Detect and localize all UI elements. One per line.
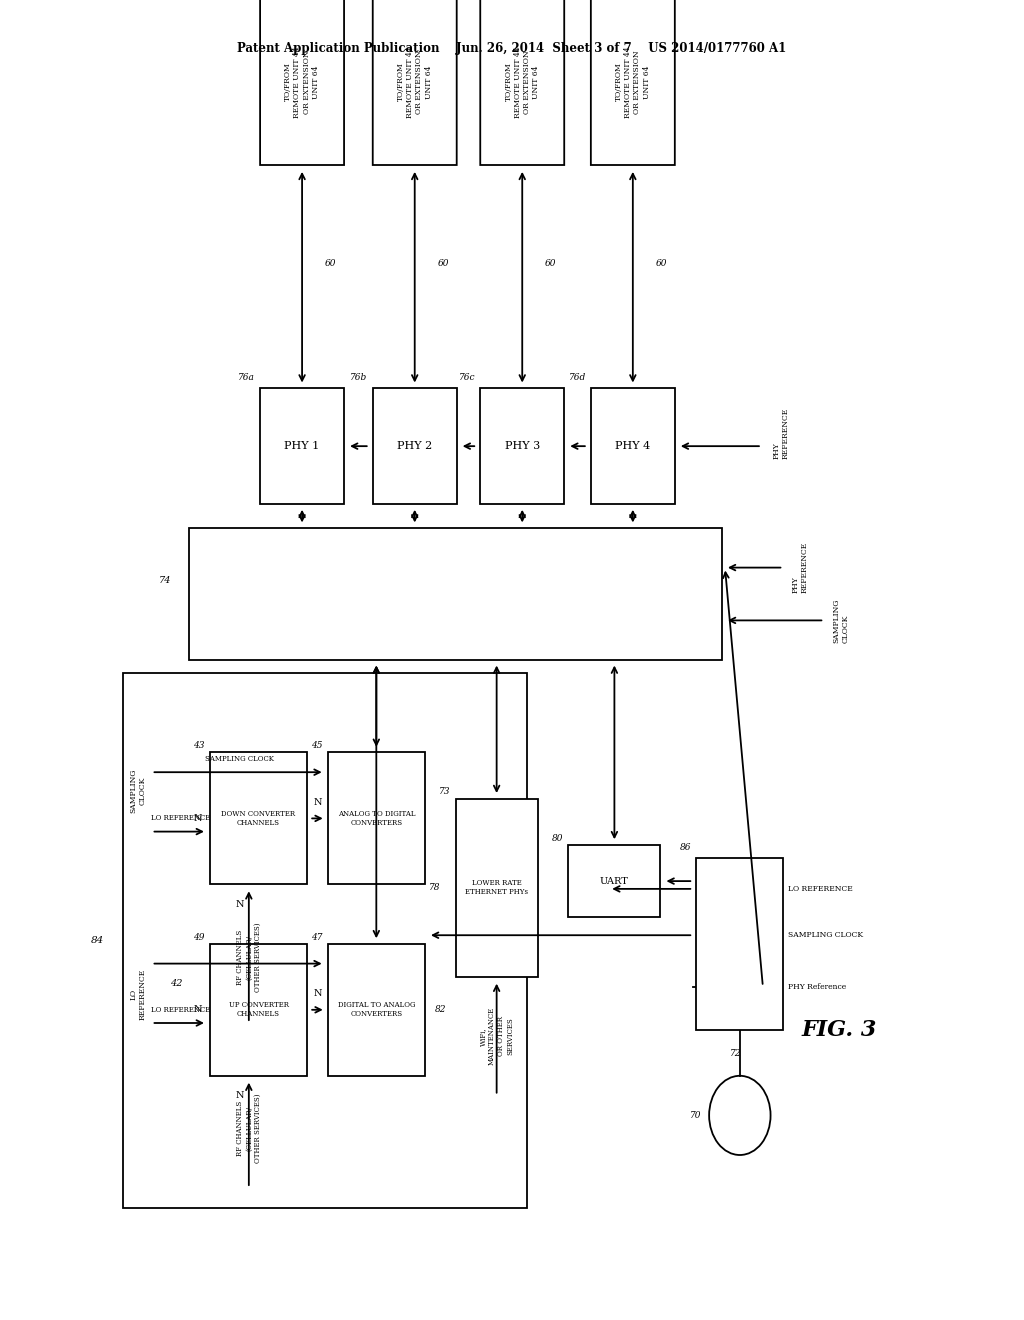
Text: N: N (236, 1092, 244, 1100)
Bar (328, 944, 425, 1076)
Text: 76a: 76a (239, 374, 255, 381)
Bar (210, 944, 307, 1076)
Text: SAMPLING CLOCK: SAMPLING CLOCK (205, 755, 274, 763)
Bar (123, 673, 527, 1208)
Bar (373, 388, 457, 504)
Polygon shape (373, 0, 457, 165)
Text: N: N (194, 1006, 202, 1014)
Bar (260, 388, 344, 504)
Text: TO/FROM
REMOTE UNIT 44
OR EXTENSION
UNIT 64: TO/FROM REMOTE UNIT 44 OR EXTENSION UNIT… (285, 46, 319, 117)
Text: 76d: 76d (568, 374, 586, 381)
Bar (328, 752, 425, 884)
Text: 49: 49 (194, 933, 205, 941)
Text: 80: 80 (552, 834, 563, 842)
Text: WiFi,
MAINTENANCE
OR OTHER
SERVICES: WiFi, MAINTENANCE OR OTHER SERVICES (479, 1007, 514, 1065)
Text: UP CONVERTER
CHANNELS: UP CONVERTER CHANNELS (228, 1001, 289, 1019)
Text: PHY 1: PHY 1 (285, 441, 319, 451)
Text: LO REFERENCE: LO REFERENCE (152, 1006, 210, 1014)
Text: 60: 60 (325, 259, 336, 268)
Bar (210, 752, 307, 884)
Text: N: N (236, 900, 244, 908)
Text: 60: 60 (545, 259, 556, 268)
Text: PHY 4: PHY 4 (615, 441, 650, 451)
Text: 82: 82 (435, 1006, 446, 1014)
Text: ANALOG TO DIGITAL
CONVERTERS: ANALOG TO DIGITAL CONVERTERS (338, 809, 415, 828)
Text: SAMPLING CLOCK: SAMPLING CLOCK (788, 931, 863, 940)
Text: 60: 60 (437, 259, 449, 268)
Text: 60: 60 (655, 259, 667, 268)
Text: PHY Reference: PHY Reference (788, 982, 847, 991)
Bar (696, 858, 783, 1030)
Text: TO/FROM
REMOTE UNIT 44
OR EXTENSION
UNIT 64: TO/FROM REMOTE UNIT 44 OR EXTENSION UNIT… (615, 46, 650, 117)
Bar (189, 528, 722, 660)
Text: PHY 2: PHY 2 (397, 441, 432, 451)
Polygon shape (480, 0, 564, 165)
Text: 45: 45 (311, 742, 323, 750)
Text: PHY 3: PHY 3 (505, 441, 540, 451)
Text: N: N (194, 814, 202, 822)
Polygon shape (260, 0, 344, 165)
Text: LO REFERENCE: LO REFERENCE (152, 814, 210, 822)
Text: 76b: 76b (350, 374, 368, 381)
Text: TO/FROM
REMOTE UNIT 44
OR EXTENSION
UNIT 64: TO/FROM REMOTE UNIT 44 OR EXTENSION UNIT… (505, 46, 540, 117)
Text: RF CHANNELS
(CELLULAR/
OTHER SERVICES): RF CHANNELS (CELLULAR/ OTHER SERVICES) (236, 1094, 262, 1163)
Text: LO REFERENCE: LO REFERENCE (788, 884, 853, 892)
Text: N: N (313, 799, 322, 807)
Text: FIG. 3: FIG. 3 (802, 1019, 878, 1040)
Text: LO
REFERENCE: LO REFERENCE (130, 969, 146, 1019)
Text: 78: 78 (429, 883, 440, 892)
Text: SAMPLING
CLOCK: SAMPLING CLOCK (130, 768, 146, 813)
Text: RF CHANNELS
(CELLULAR/
OTHER SERVICES): RF CHANNELS (CELLULAR/ OTHER SERVICES) (236, 923, 262, 991)
Text: 76c: 76c (459, 374, 475, 381)
Text: 72: 72 (729, 1049, 741, 1057)
Text: 73: 73 (439, 788, 451, 796)
Bar (568, 845, 660, 917)
Text: N: N (313, 990, 322, 998)
Text: 42: 42 (170, 979, 182, 987)
Text: PHY
REFERENCE: PHY REFERENCE (792, 543, 809, 593)
Text: 86: 86 (680, 843, 691, 851)
Polygon shape (591, 0, 675, 165)
Text: DOWN CONVERTER
CHANNELS: DOWN CONVERTER CHANNELS (221, 809, 296, 828)
Bar (456, 799, 538, 977)
Text: 70: 70 (689, 1111, 700, 1119)
Text: 43: 43 (194, 742, 205, 750)
Text: UART: UART (600, 876, 629, 886)
Bar (591, 388, 675, 504)
Text: PHY
REFERENCE: PHY REFERENCE (772, 408, 790, 458)
Text: DIGITAL TO ANALOG
CONVERTERS: DIGITAL TO ANALOG CONVERTERS (338, 1001, 415, 1019)
Text: TO/FROM
REMOTE UNIT 44
OR EXTENSION
UNIT 64: TO/FROM REMOTE UNIT 44 OR EXTENSION UNIT… (397, 46, 432, 117)
Text: 84: 84 (91, 936, 104, 945)
Text: Patent Application Publication    Jun. 26, 2014  Sheet 3 of 7    US 2014/0177760: Patent Application Publication Jun. 26, … (238, 42, 786, 55)
Text: SAMPLING
CLOCK: SAMPLING CLOCK (833, 598, 850, 643)
Bar (480, 388, 564, 504)
Text: LOWER RATE
ETHERNET PHYs: LOWER RATE ETHERNET PHYs (465, 879, 528, 896)
Text: 74: 74 (159, 577, 171, 585)
Text: 47: 47 (311, 933, 323, 941)
